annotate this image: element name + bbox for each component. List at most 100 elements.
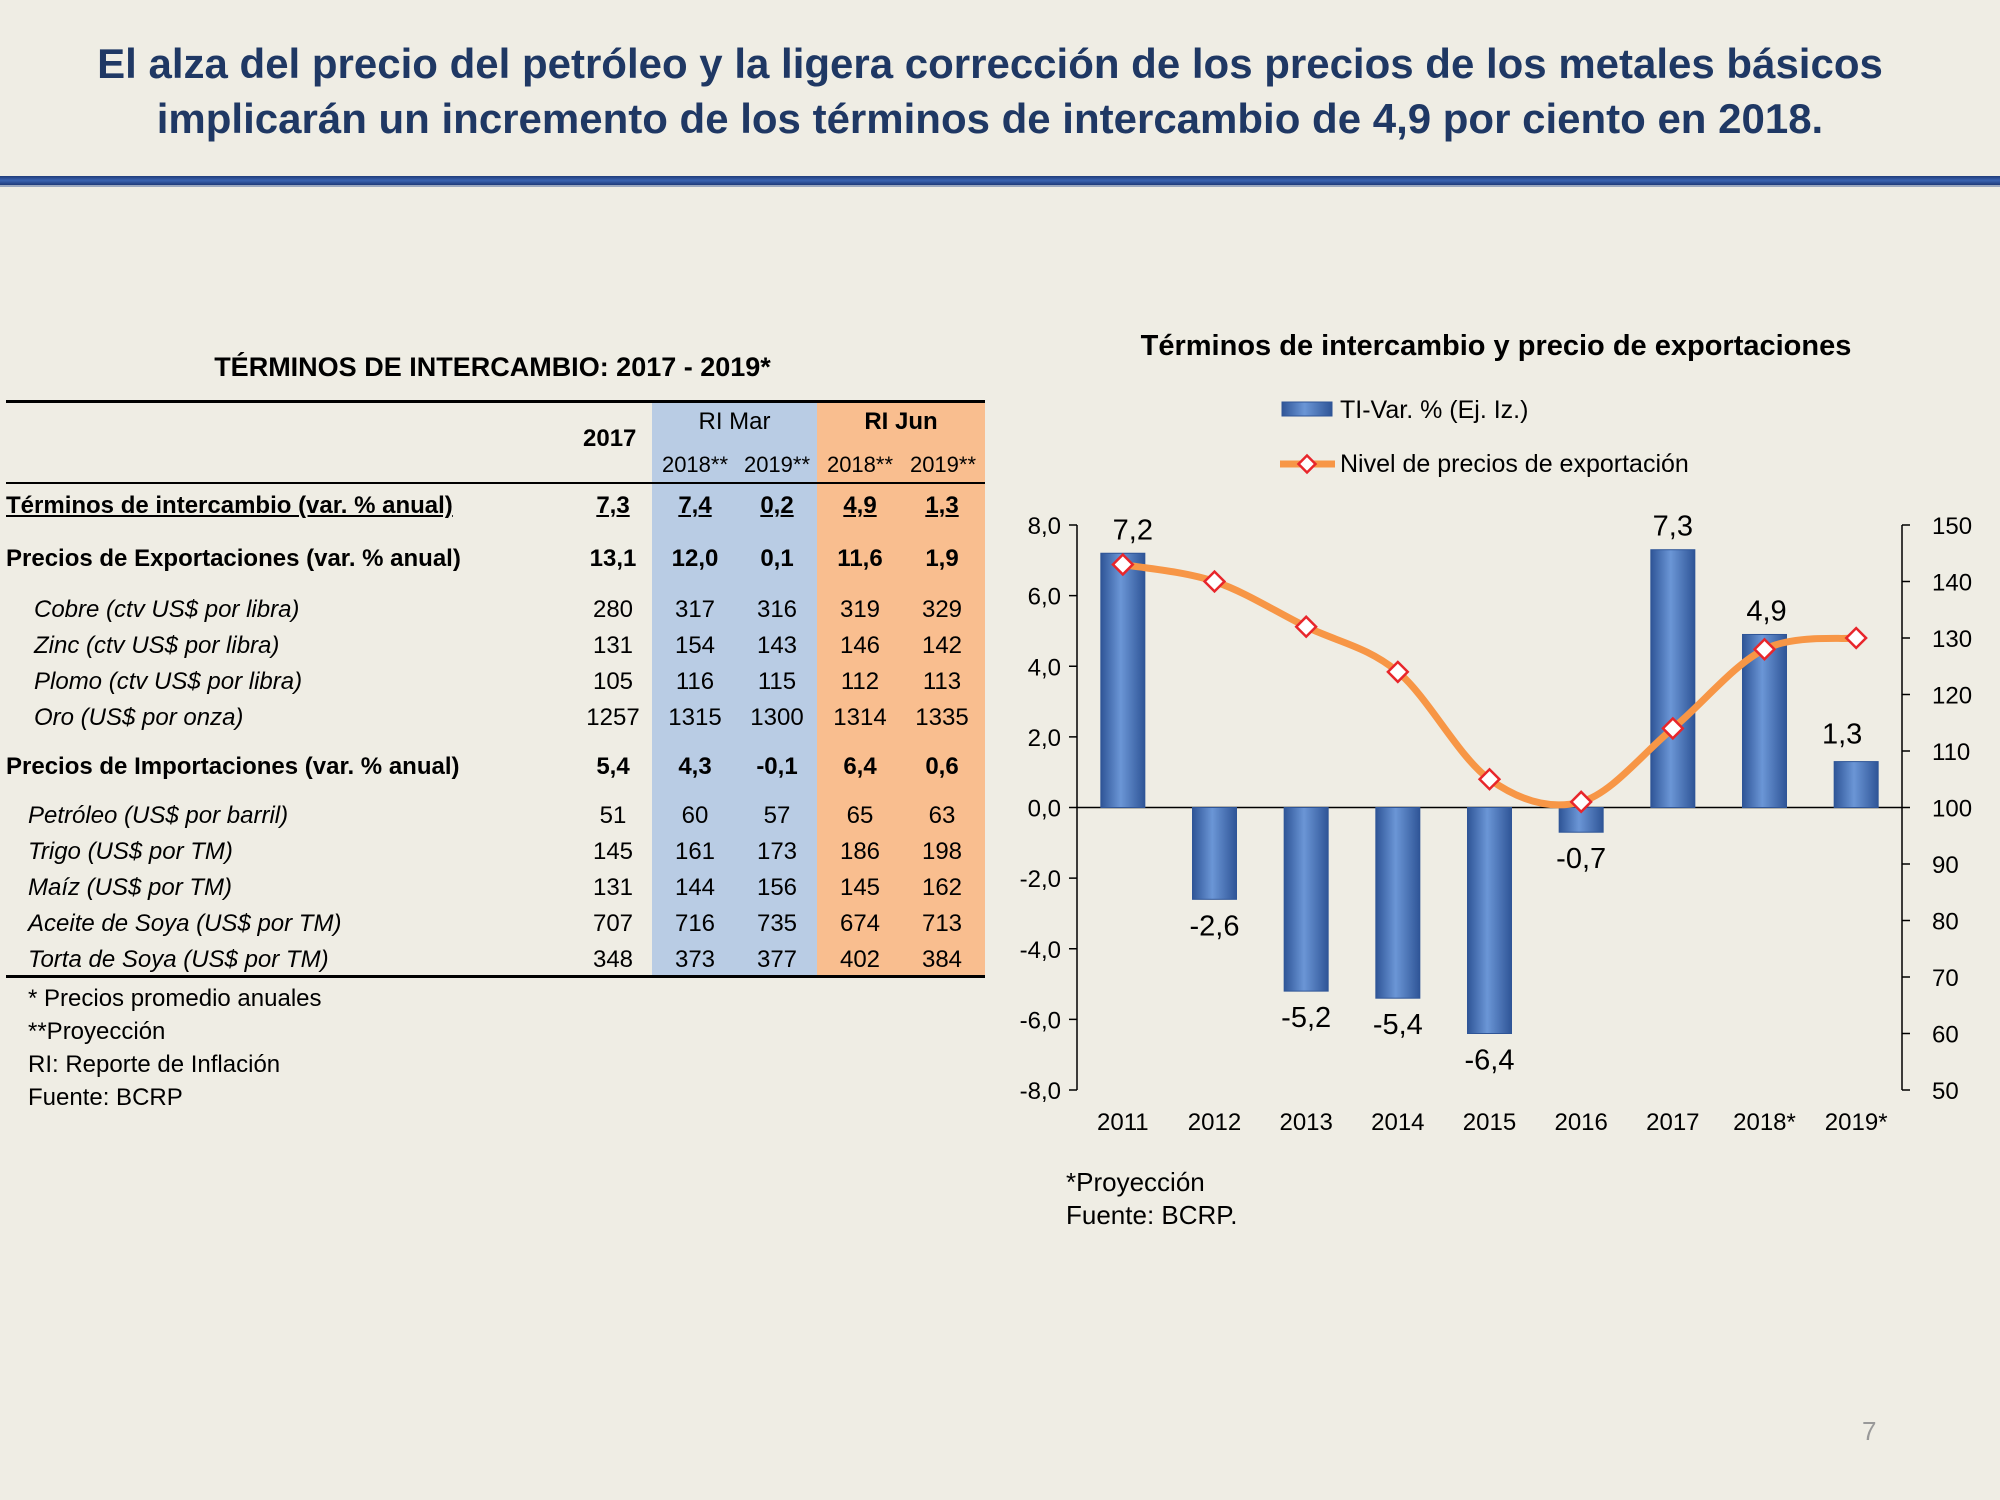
- export-price-point: [1111, 552, 1135, 577]
- chart-source: *Proyección Fuente: BCRP.: [1066, 1166, 1238, 1232]
- row-value: 4,3: [678, 753, 712, 780]
- bar: [1467, 807, 1512, 1034]
- bar: [1100, 552, 1146, 808]
- right-tick-label: 130: [1932, 626, 1972, 653]
- bar: [1833, 761, 1879, 808]
- row-value: -0,1: [756, 753, 798, 780]
- row-value: 63: [928, 802, 956, 829]
- ri-mar-band: [652, 402, 817, 976]
- right-tick-label: 140: [1932, 570, 1972, 597]
- right-tick-label: 120: [1932, 683, 1972, 710]
- row-value: 6,4: [843, 753, 877, 780]
- x-tick-label: 2019*: [1825, 1109, 1888, 1136]
- row-value: 112: [840, 668, 880, 695]
- source-credit: Fuente: BCRP.: [1066, 1200, 1238, 1230]
- row-value: 1,3: [925, 492, 959, 519]
- legend-bar-label: TI-Var. % (Ej. Iz.): [1340, 396, 1528, 424]
- row-value: 384: [921, 946, 963, 973]
- col-sub-header: 2018**: [661, 452, 729, 477]
- right-tick-label: 60: [1932, 1022, 1959, 1049]
- row-value: 0,2: [760, 492, 794, 519]
- export-price-point: [1386, 660, 1410, 684]
- row-value: 5,4: [596, 753, 630, 780]
- title-line-1: El alza del precio del petróleo y la lig…: [97, 40, 1883, 87]
- row-value: 7,3: [596, 492, 630, 519]
- row-value: 116: [675, 668, 715, 695]
- row-value: 1335: [915, 704, 969, 731]
- terms-of-trade-chart: Términos de intercambio y precio de expo…: [1020, 330, 1972, 1136]
- bar: [1283, 807, 1329, 992]
- bar-value-label: -5,4: [1373, 1009, 1423, 1041]
- table-top-rule: [6, 400, 985, 403]
- export-price-point: [1844, 626, 1868, 650]
- row-label: Plomo (ctv US$ por libra): [34, 668, 303, 695]
- row-value: 316: [756, 596, 798, 623]
- row-label: Zinc (ctv US$ por libra): [34, 632, 280, 659]
- export-price-point: [1752, 637, 1777, 661]
- x-tick-label: 2018*: [1733, 1109, 1796, 1136]
- row-value: 319: [839, 596, 881, 623]
- row-value: 707: [592, 910, 634, 937]
- export-price-point: [1477, 767, 1502, 791]
- x-tick-label: 2015: [1463, 1109, 1516, 1136]
- row-label: Cobre (ctv US$ por libra): [34, 596, 300, 623]
- row-value: 143: [756, 632, 798, 659]
- row-value: 146: [839, 632, 881, 659]
- row-value: 57: [763, 802, 791, 829]
- note-line: **Proyección: [28, 1018, 166, 1045]
- row-label: Precios de Exportaciones (var. % anual): [6, 545, 461, 572]
- row-value: 154: [674, 632, 716, 659]
- row-value: 348: [592, 946, 634, 973]
- row-label: Maíz (US$ por TM): [28, 874, 233, 901]
- slide-header: El alza del precio del petróleo y la lig…: [0, 0, 2000, 176]
- source-note: *Proyección: [1066, 1167, 1205, 1197]
- bar-value-label: 7,2: [1113, 514, 1153, 546]
- x-tick-label: 2017: [1646, 1109, 1699, 1136]
- row-value: 402: [839, 946, 881, 973]
- left-tick-label: -6,0: [1020, 1007, 1061, 1034]
- col-group-ri-mar: RI Mar: [698, 408, 771, 435]
- row-value: 145: [592, 838, 634, 865]
- export-price-point: [1569, 790, 1593, 814]
- x-tick-label: 2016: [1554, 1109, 1607, 1136]
- left-tick-label: 8,0: [1028, 513, 1061, 540]
- row-value: 1300: [750, 704, 804, 731]
- bar-value-label: -5,2: [1281, 1002, 1331, 1034]
- row-value: 144: [674, 874, 716, 901]
- row-value: 145: [839, 874, 881, 901]
- left-tick-label: -2,0: [1020, 866, 1061, 893]
- row-value: 1257: [586, 704, 640, 731]
- row-value: 51: [599, 802, 627, 829]
- row-value: 716: [674, 910, 716, 937]
- row-label: Torta de Soya (US$ por TM): [28, 946, 329, 973]
- row-value: 131: [592, 874, 634, 901]
- table-notes: * Precios promedio anuales **Proyección …: [28, 982, 322, 1114]
- note-line: * Precios promedio anuales: [28, 985, 322, 1012]
- row-value: 173: [756, 838, 798, 865]
- right-tick-label: 70: [1932, 965, 1959, 992]
- row-value: 1314: [833, 704, 887, 731]
- row-value: 674: [839, 910, 881, 937]
- x-tick-label: 2013: [1279, 1109, 1332, 1136]
- row-value: 131: [592, 632, 634, 659]
- bar-value-label: 4,9: [1746, 595, 1786, 627]
- col-sub-header: 2018**: [826, 452, 894, 477]
- note-line: Fuente: BCRP: [28, 1084, 183, 1111]
- row-value: 142: [921, 632, 963, 659]
- row-value: 735: [756, 910, 798, 937]
- legend-marker-swatch: [1296, 453, 1318, 475]
- table-bottom-rule: [6, 975, 985, 978]
- left-tick-label: 2,0: [1028, 725, 1061, 752]
- bar: [1650, 549, 1696, 808]
- row-value: 329: [921, 596, 963, 623]
- row-value: 105: [592, 668, 634, 695]
- right-tick-label: 90: [1932, 852, 1959, 879]
- title-line-2: implicarán un incremento de los términos…: [156, 95, 1824, 142]
- row-label: Trigo (US$ por TM): [28, 838, 233, 865]
- row-value: 161: [674, 838, 716, 865]
- x-tick-label: 2012: [1188, 1109, 1241, 1136]
- legend-line-label: Nivel de precios de exportación: [1340, 450, 1689, 478]
- ri-jun-band: [817, 402, 985, 976]
- row-value: 4,9: [843, 492, 877, 519]
- chart-title: Términos de intercambio y precio de expo…: [1141, 330, 1852, 362]
